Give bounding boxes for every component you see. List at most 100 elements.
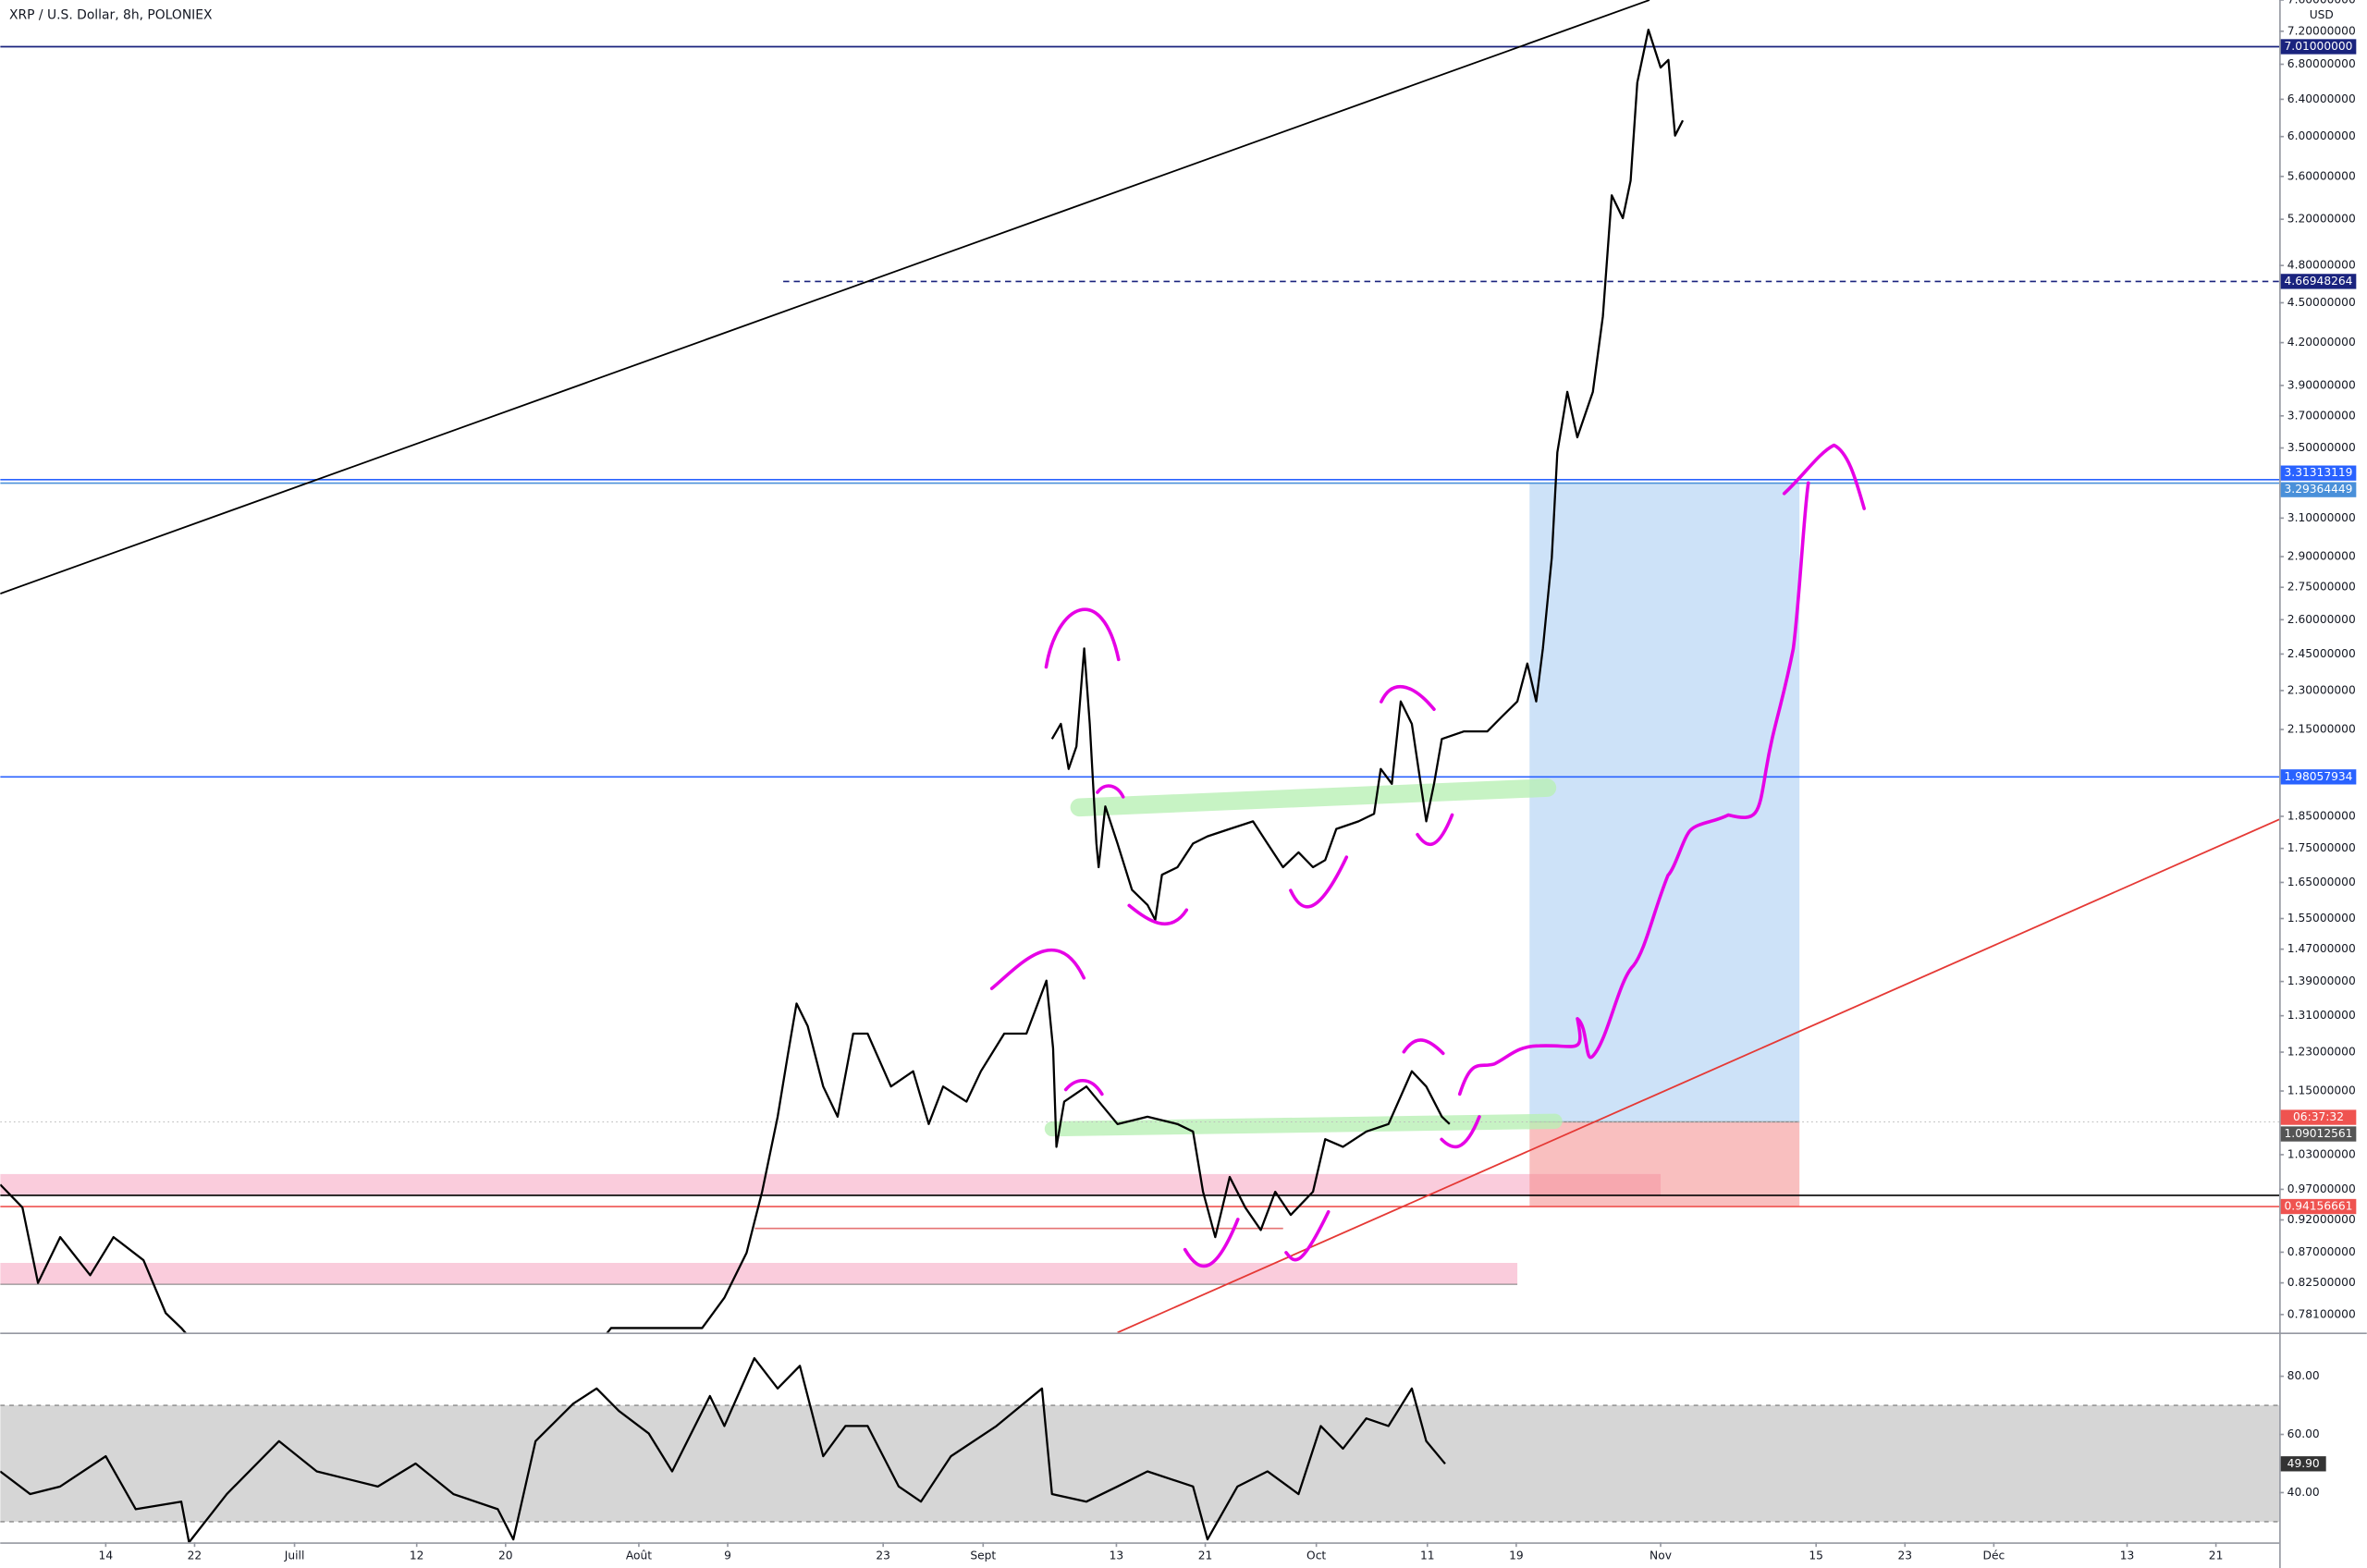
price-label-box xyxy=(2280,39,2357,55)
y-tick-label: 1.31000000 xyxy=(2287,1009,2356,1022)
zones xyxy=(0,1173,1662,1285)
countdown: 06:37:32 xyxy=(2293,1110,2344,1123)
position xyxy=(1529,483,1800,1207)
price-label-box xyxy=(2280,769,2357,785)
price-label: 1.98057934 xyxy=(2285,770,2353,783)
stroke xyxy=(1289,855,1349,909)
stroke xyxy=(1440,1115,1481,1149)
y-tick-label: 5.60000000 xyxy=(2287,169,2356,182)
y-tick-label: 4.80000000 xyxy=(2287,259,2356,272)
y-tick-label: 0.87000000 xyxy=(2287,1245,2356,1258)
position-profit xyxy=(1529,483,1800,1122)
x-tick-label: Août xyxy=(626,1549,652,1562)
zone xyxy=(0,1173,1662,1195)
price-label-box xyxy=(2280,465,2357,481)
x-tick-label: 21 xyxy=(2209,1549,2224,1562)
green-highlights xyxy=(1044,778,1563,1137)
price-label: 1.09012561 xyxy=(2285,1127,2353,1140)
stroke xyxy=(1183,1218,1240,1268)
chart-title: XRP / U.S. Dollar, 8h, POLONIEX xyxy=(9,7,213,22)
y-tick-label: 1.23000000 xyxy=(2287,1046,2356,1059)
annotations xyxy=(989,443,1866,1268)
y-tick-label: 4.20000000 xyxy=(2287,336,2356,349)
y-tick-label: 3.10000000 xyxy=(2287,511,2356,524)
y-tick-label: 2.45000000 xyxy=(2287,647,2356,660)
axes: 7.60000000 7.20000000 6.80000000 6.40000000… xyxy=(99,0,2357,1562)
price-label-box xyxy=(2280,274,2357,289)
y-tick-label: 7.60000000 xyxy=(2287,0,2356,6)
y-tick-label: 0.78100000 xyxy=(2287,1307,2356,1320)
y-tick-label: 1.03000000 xyxy=(2287,1147,2356,1160)
price-line xyxy=(0,979,1451,1333)
x-tick-label: 19 xyxy=(1509,1549,1524,1562)
x-tick-label: 15 xyxy=(1809,1549,1823,1562)
x-tick-label: Juill xyxy=(284,1549,305,1562)
x-tick-label: Déc xyxy=(1983,1549,2005,1562)
y-tick-label: 6.00000000 xyxy=(2287,129,2356,142)
highlight xyxy=(1044,1113,1563,1137)
x-tick-label: 11 xyxy=(1420,1549,1435,1562)
y-tick-label: 6.80000000 xyxy=(2287,57,2356,70)
x-tick-label: 13 xyxy=(1110,1549,1124,1562)
stroke xyxy=(1127,903,1189,926)
price-label-box xyxy=(2280,1198,2357,1215)
y-tick-label: 1.47000000 xyxy=(2287,942,2356,955)
stroke xyxy=(1457,481,1810,1096)
stroke xyxy=(1044,607,1121,669)
y-tick-label: 1.65000000 xyxy=(2287,876,2356,888)
price-line xyxy=(0,1356,1446,1543)
x-tick-label: 23 xyxy=(1897,1549,1912,1562)
y-tick-label: 4.50000000 xyxy=(2287,296,2356,309)
y-tick-label: 0.92000000 xyxy=(2287,1213,2356,1226)
stroke xyxy=(989,948,1086,990)
stroke xyxy=(1402,1038,1445,1056)
y-tick-label: 1.15000000 xyxy=(2287,1084,2356,1097)
y-tick-label: 3.70000000 xyxy=(2287,409,2356,422)
y-tick-label: 3.90000000 xyxy=(2287,378,2356,391)
y-tick-label: 5.20000000 xyxy=(2287,213,2356,226)
x-tick-label: Nov xyxy=(1650,1549,1672,1562)
y-tick-label: 2.90000000 xyxy=(2287,550,2356,563)
stroke xyxy=(1782,443,1866,510)
y-tick-label: 0.82500000 xyxy=(2287,1276,2356,1289)
x-tick-label: Oct xyxy=(1306,1549,1326,1562)
x-tick-label: Sept xyxy=(970,1549,996,1562)
x-tick-label: 22 xyxy=(188,1549,202,1562)
y-tick-label: 1.85000000 xyxy=(2287,809,2356,822)
y-tick-label: 1.75000000 xyxy=(2287,841,2356,854)
y-tick-label: 7.20000000 xyxy=(2287,24,2356,37)
rsi-band xyxy=(0,1405,2280,1522)
stroke xyxy=(1416,813,1454,847)
x-tick-label: 20 xyxy=(498,1549,513,1562)
zone xyxy=(0,1263,1518,1285)
stroke xyxy=(1063,1078,1104,1096)
stroke xyxy=(1380,685,1436,711)
y-tick-label: 0.97000000 xyxy=(2287,1182,2356,1195)
x-tick-label: 14 xyxy=(99,1549,114,1562)
axis-unit: USD xyxy=(2310,8,2334,21)
y-tick-label: 1.55000000 xyxy=(2287,912,2356,925)
y-tick-label: 3.50000000 xyxy=(2287,441,2356,454)
price-label: 4.66948264 xyxy=(2285,275,2353,288)
price-series xyxy=(0,28,1685,1333)
x-tick-label: 13 xyxy=(2120,1549,2135,1562)
price-lines xyxy=(0,0,2280,1333)
price-label: 3.29364449 xyxy=(2285,483,2353,496)
price-label: 3.31313119 xyxy=(2285,466,2353,479)
x-tick-label: 12 xyxy=(410,1549,424,1562)
price-label-box xyxy=(2280,1126,2357,1142)
price-label-box xyxy=(2280,482,2357,497)
rsi-tick-label: 80.00 xyxy=(2287,1369,2320,1382)
stroke xyxy=(1284,1209,1331,1262)
y-tick-label: 2.30000000 xyxy=(2287,683,2356,696)
x-tick-label: 23 xyxy=(876,1549,890,1562)
trend-line xyxy=(0,0,1650,594)
rsi-tick-label: 40.00 xyxy=(2287,1486,2320,1499)
y-tick-label: 2.60000000 xyxy=(2287,613,2356,626)
y-tick-label: 1.39000000 xyxy=(2287,974,2356,987)
stroke xyxy=(1096,784,1125,799)
x-tick-label: 9 xyxy=(724,1549,731,1562)
highlight xyxy=(1070,778,1557,817)
